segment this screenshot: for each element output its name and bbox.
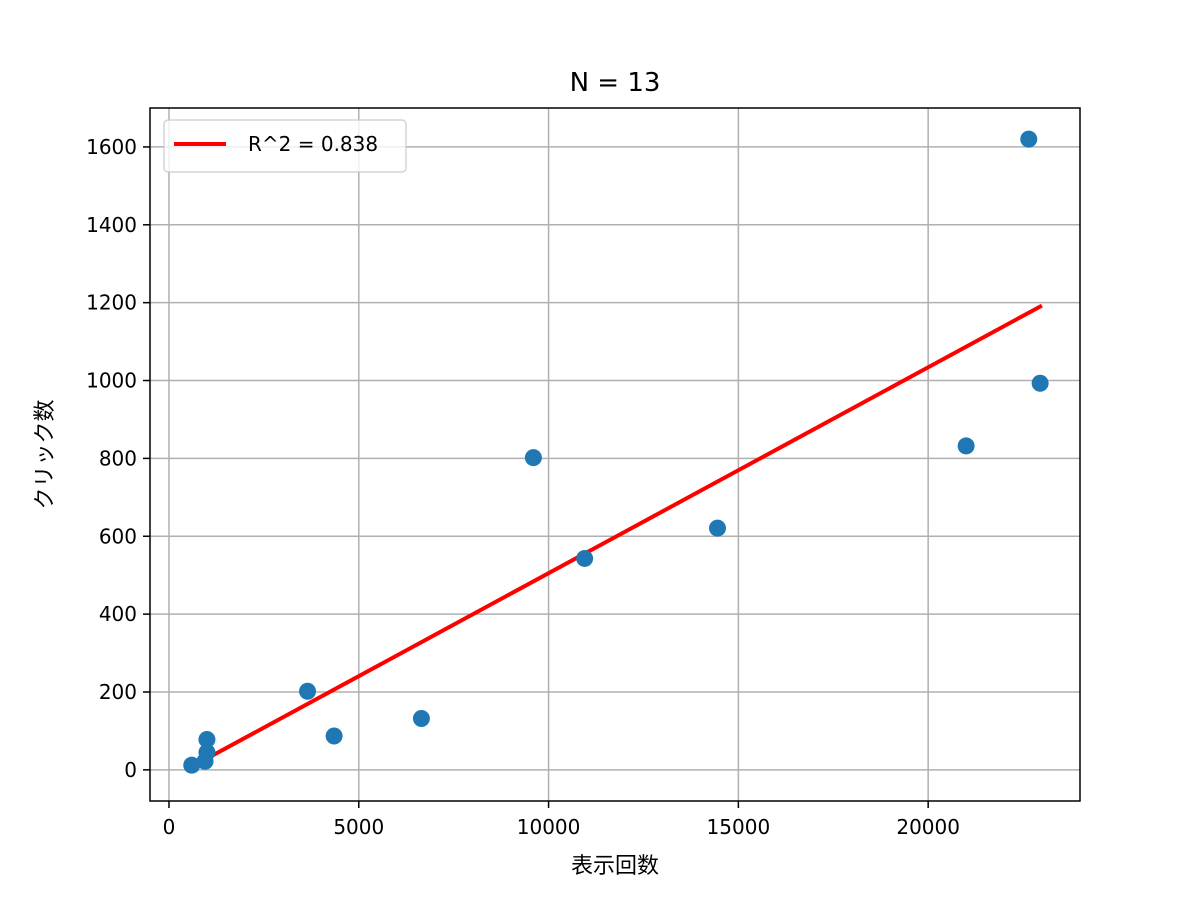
scatter-point xyxy=(198,743,216,761)
y-tick-label: 1200 xyxy=(86,291,137,315)
plot-area-frame xyxy=(149,107,1081,802)
scatter-point xyxy=(1020,130,1038,148)
fit-line-layer xyxy=(189,303,1043,770)
y-tick-label: 1000 xyxy=(86,369,137,393)
scatter-point xyxy=(524,449,542,467)
x-tick-label: 15000 xyxy=(707,815,771,839)
legend: R^2 = 0.838 xyxy=(163,119,407,173)
scatter-point xyxy=(183,756,201,774)
scatter-point xyxy=(325,727,343,745)
y-tick-label: 200 xyxy=(99,680,137,704)
regression-line xyxy=(189,303,1043,770)
x-tick-label: 5000 xyxy=(333,815,384,839)
x-axis-title: 表示回数 xyxy=(571,854,659,879)
scatter-point xyxy=(708,519,726,537)
y-tick-label: 600 xyxy=(99,524,137,548)
y-axis-title: クリック数 xyxy=(33,399,58,509)
legend-box xyxy=(163,119,407,173)
legend-label: R^2 = 0.838 xyxy=(248,132,378,156)
scatter-point xyxy=(576,549,594,567)
scatter-point xyxy=(412,709,430,727)
y-tick-label: 0 xyxy=(124,758,137,782)
y-tick-label: 800 xyxy=(99,446,137,470)
x-axis-ticks: 0 5000 10000 15000 20000 xyxy=(163,801,960,839)
y-tick-label: 1600 xyxy=(86,135,137,159)
scatter-point xyxy=(1031,374,1049,392)
scatter-point xyxy=(198,730,216,748)
x-tick-label: 20000 xyxy=(896,815,960,839)
chart-title: N = 13 xyxy=(570,68,661,98)
x-tick-label: 0 xyxy=(163,815,176,839)
grid-lines xyxy=(150,108,1080,801)
scatter-point xyxy=(957,437,975,455)
scatter-point xyxy=(299,682,317,700)
x-tick-label: 10000 xyxy=(517,815,581,839)
y-tick-label: 400 xyxy=(99,602,137,626)
y-axis-ticks: 0 200 400 600 800 1000 1200 1400 1600 xyxy=(86,135,150,782)
y-tick-label: 1400 xyxy=(86,213,137,237)
scatter-points xyxy=(183,130,1049,774)
